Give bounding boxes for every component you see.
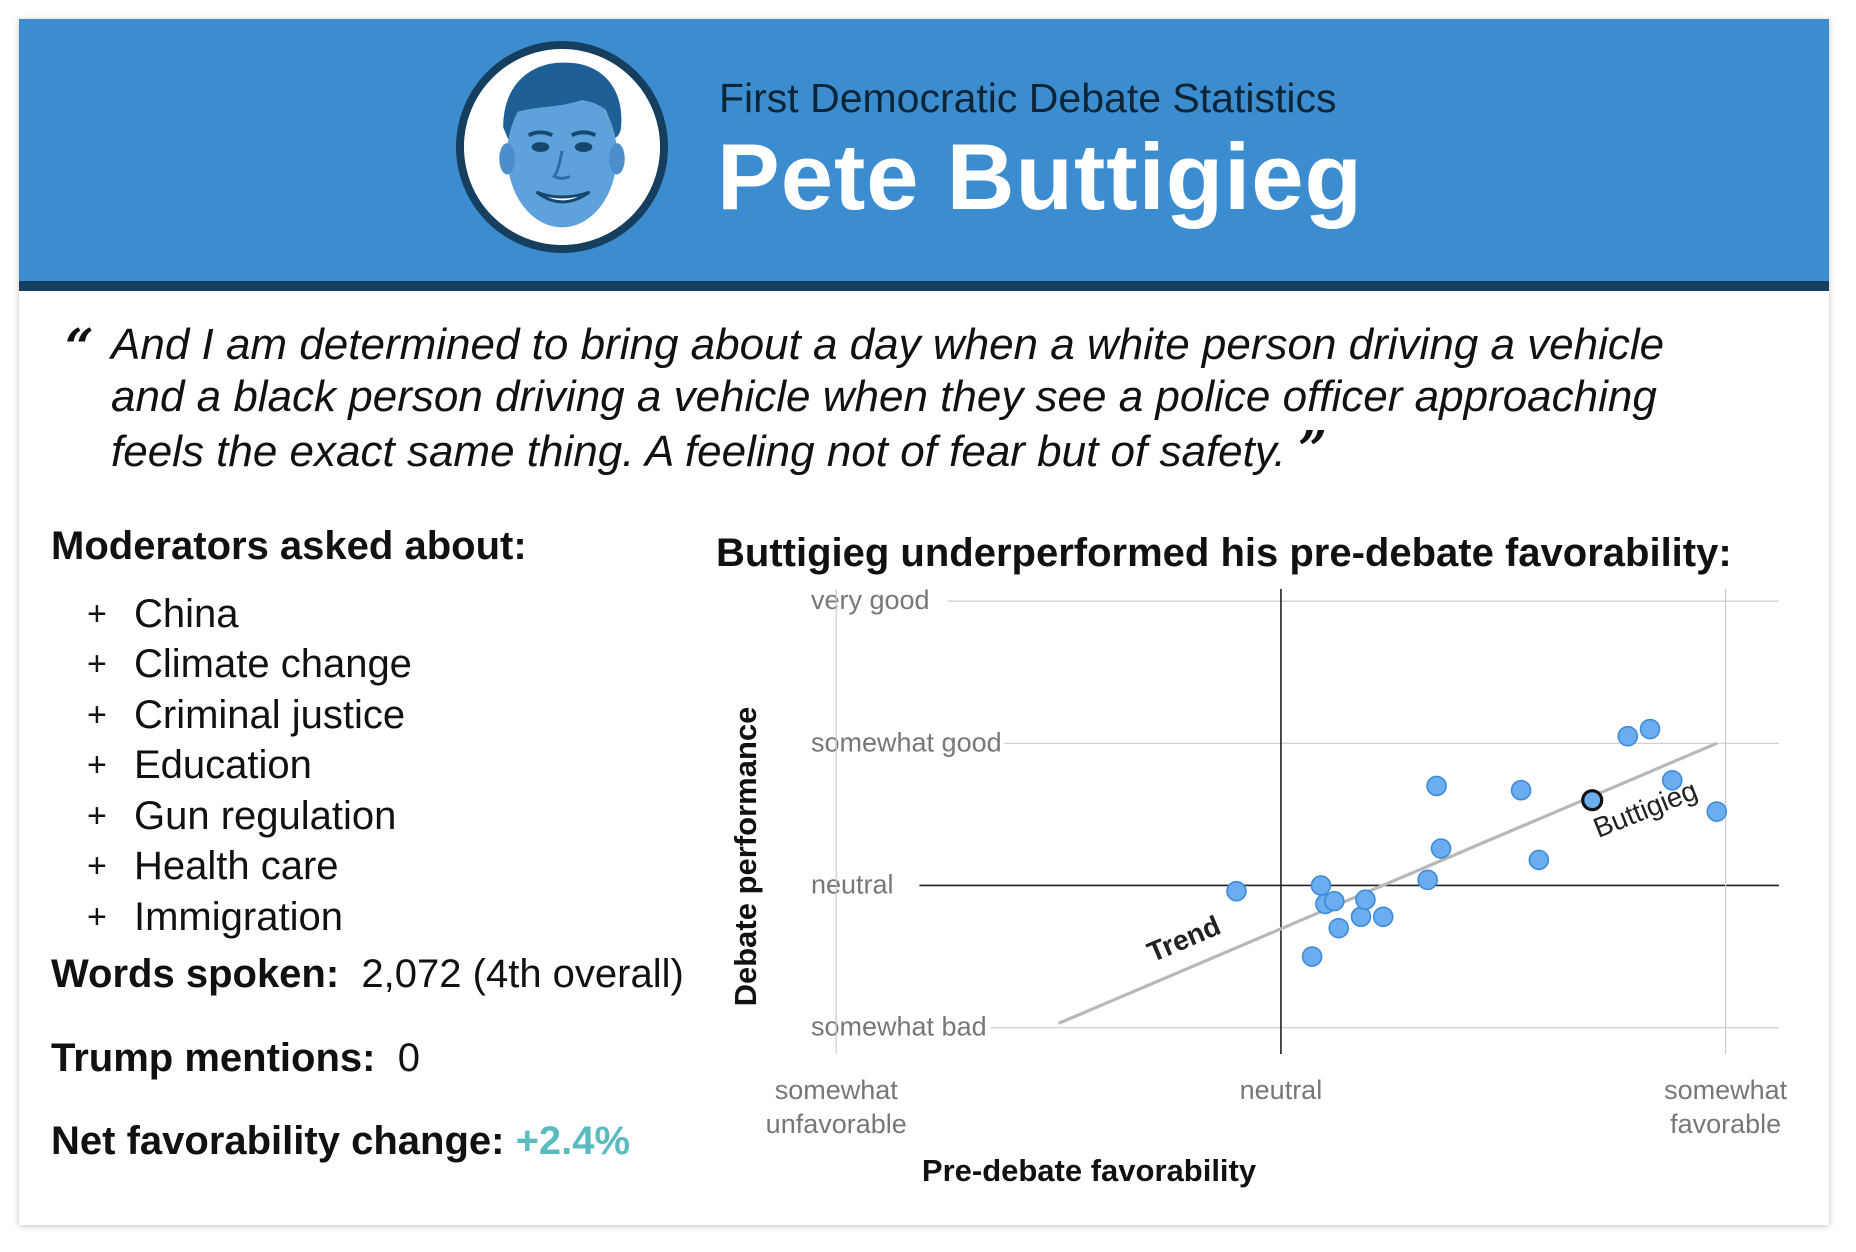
moderator-topics-section: Moderators asked about: + China + Climate … xyxy=(51,524,731,943)
data-point xyxy=(1617,725,1639,747)
trump-mentions-label: Trump mentions: xyxy=(51,1036,376,1080)
highlight-point xyxy=(1581,789,1604,812)
data-point xyxy=(1510,779,1532,801)
plus-icon: + xyxy=(87,796,107,835)
quote-text: feels the exact same thing. A feeling no… xyxy=(111,427,1286,476)
data-point xyxy=(1639,718,1661,740)
trump-mentions-value: 0 xyxy=(397,1036,420,1080)
y-tick-label: somewhat bad xyxy=(811,1012,987,1042)
y-axis-title: Debate performance xyxy=(728,707,763,1007)
plus-icon: + xyxy=(87,847,107,886)
data-point xyxy=(1372,906,1394,928)
data-point xyxy=(1323,890,1345,912)
x-tick-label: unfavorable xyxy=(766,1109,907,1139)
portrait-illustration xyxy=(464,49,660,245)
trend-line xyxy=(1057,741,1718,1025)
topic-label: Climate change xyxy=(134,642,412,687)
topic-label: Gun regulation xyxy=(134,793,397,838)
topic-label: Immigration xyxy=(134,894,343,939)
words-spoken-stat: Words spoken: 2,072 (4th overall) xyxy=(51,952,684,997)
topic-item: + Gun regulation xyxy=(51,791,731,842)
featured-quote: “ And I am determined to bring about a da… xyxy=(51,319,1811,478)
scatter-chart: very good somewhat good neutral somewhat ba… xyxy=(728,589,1788,1188)
topic-label: Criminal justice xyxy=(134,692,406,737)
data-point xyxy=(1417,869,1438,891)
header-subtitle: First Democratic Debate Statistics xyxy=(719,75,1337,121)
y-tick-label: neutral xyxy=(811,869,894,899)
data-point xyxy=(1661,769,1683,791)
moderators-heading: Moderators asked about: xyxy=(51,524,527,568)
words-spoken-value: 2,072 (4th overall) xyxy=(361,952,684,996)
x-tick-label: somewhat xyxy=(775,1075,899,1105)
trump-mentions-stat: Trump mentions: 0 xyxy=(51,1036,420,1081)
topic-item: + Climate change xyxy=(51,640,731,691)
favorability-change-stat: Net favorability change: +2.4% xyxy=(51,1119,630,1164)
topic-label: Health care xyxy=(134,844,339,889)
x-axis-title: Pre-debate favorability xyxy=(922,1153,1257,1188)
quote-text: And I am determined to bring about a day… xyxy=(111,320,1665,369)
data-point xyxy=(1426,775,1447,797)
topic-item: + Immigration xyxy=(51,892,731,943)
candidate-portrait xyxy=(456,41,668,253)
data-point xyxy=(1328,917,1350,939)
x-tick-label: favorable xyxy=(1670,1109,1781,1139)
topic-label: China xyxy=(134,591,239,636)
data-point xyxy=(1355,889,1376,911)
topic-item: + Education xyxy=(51,741,731,792)
quote-line: feels the exact same thing. A feeling no… xyxy=(51,423,1811,478)
plus-icon: + xyxy=(87,897,107,936)
data-point xyxy=(1528,849,1550,871)
topic-item: + Health care xyxy=(51,842,731,893)
chart-title: Buttigieg underperformed his pre-debate … xyxy=(716,531,1732,575)
candidate-name: Pete Buttigieg xyxy=(717,124,1363,229)
plus-icon: + xyxy=(87,695,107,734)
x-tick-label: neutral xyxy=(1240,1075,1323,1105)
topic-item: + Criminal justice xyxy=(51,690,731,741)
quote-text: and a black person driving a vehicle whe… xyxy=(111,372,1657,421)
data-point xyxy=(1350,906,1372,928)
favorability-change-value: +2.4% xyxy=(515,1119,631,1163)
data-point xyxy=(1706,801,1728,822)
favorability-change-label: Net favorability change: xyxy=(51,1119,505,1163)
quote-line: “ And I am determined to bring about a da… xyxy=(51,317,1811,376)
y-tick-label: somewhat good xyxy=(811,727,1002,757)
quote-line: and a black person driving a vehicle whe… xyxy=(51,371,1811,423)
close-quote-mark: ” xyxy=(1298,419,1327,478)
plus-icon: + xyxy=(87,746,107,785)
plus-icon: + xyxy=(87,645,107,684)
stats-card: First Democratic Debate Statistics Pete … xyxy=(19,19,1829,1225)
data-point xyxy=(1310,875,1332,896)
y-tick-label: very good xyxy=(811,589,930,615)
x-tick-label: somewhat xyxy=(1664,1075,1788,1105)
topic-label: Education xyxy=(134,743,312,788)
highlight-label: Buttigieg xyxy=(1589,774,1702,843)
topic-list: + China + Climate change + Criminal justice… xyxy=(51,589,731,943)
topic-item: + China xyxy=(51,589,731,640)
data-point xyxy=(1226,880,1247,902)
header-banner: First Democratic Debate Statistics Pete … xyxy=(19,19,1829,291)
plus-icon: + xyxy=(87,594,107,633)
data-point xyxy=(1430,838,1452,859)
trend-label-bg xyxy=(1142,909,1231,974)
data-point xyxy=(1301,946,1323,967)
open-quote-mark: “ xyxy=(65,317,94,376)
words-spoken-label: Words spoken: xyxy=(51,952,340,996)
